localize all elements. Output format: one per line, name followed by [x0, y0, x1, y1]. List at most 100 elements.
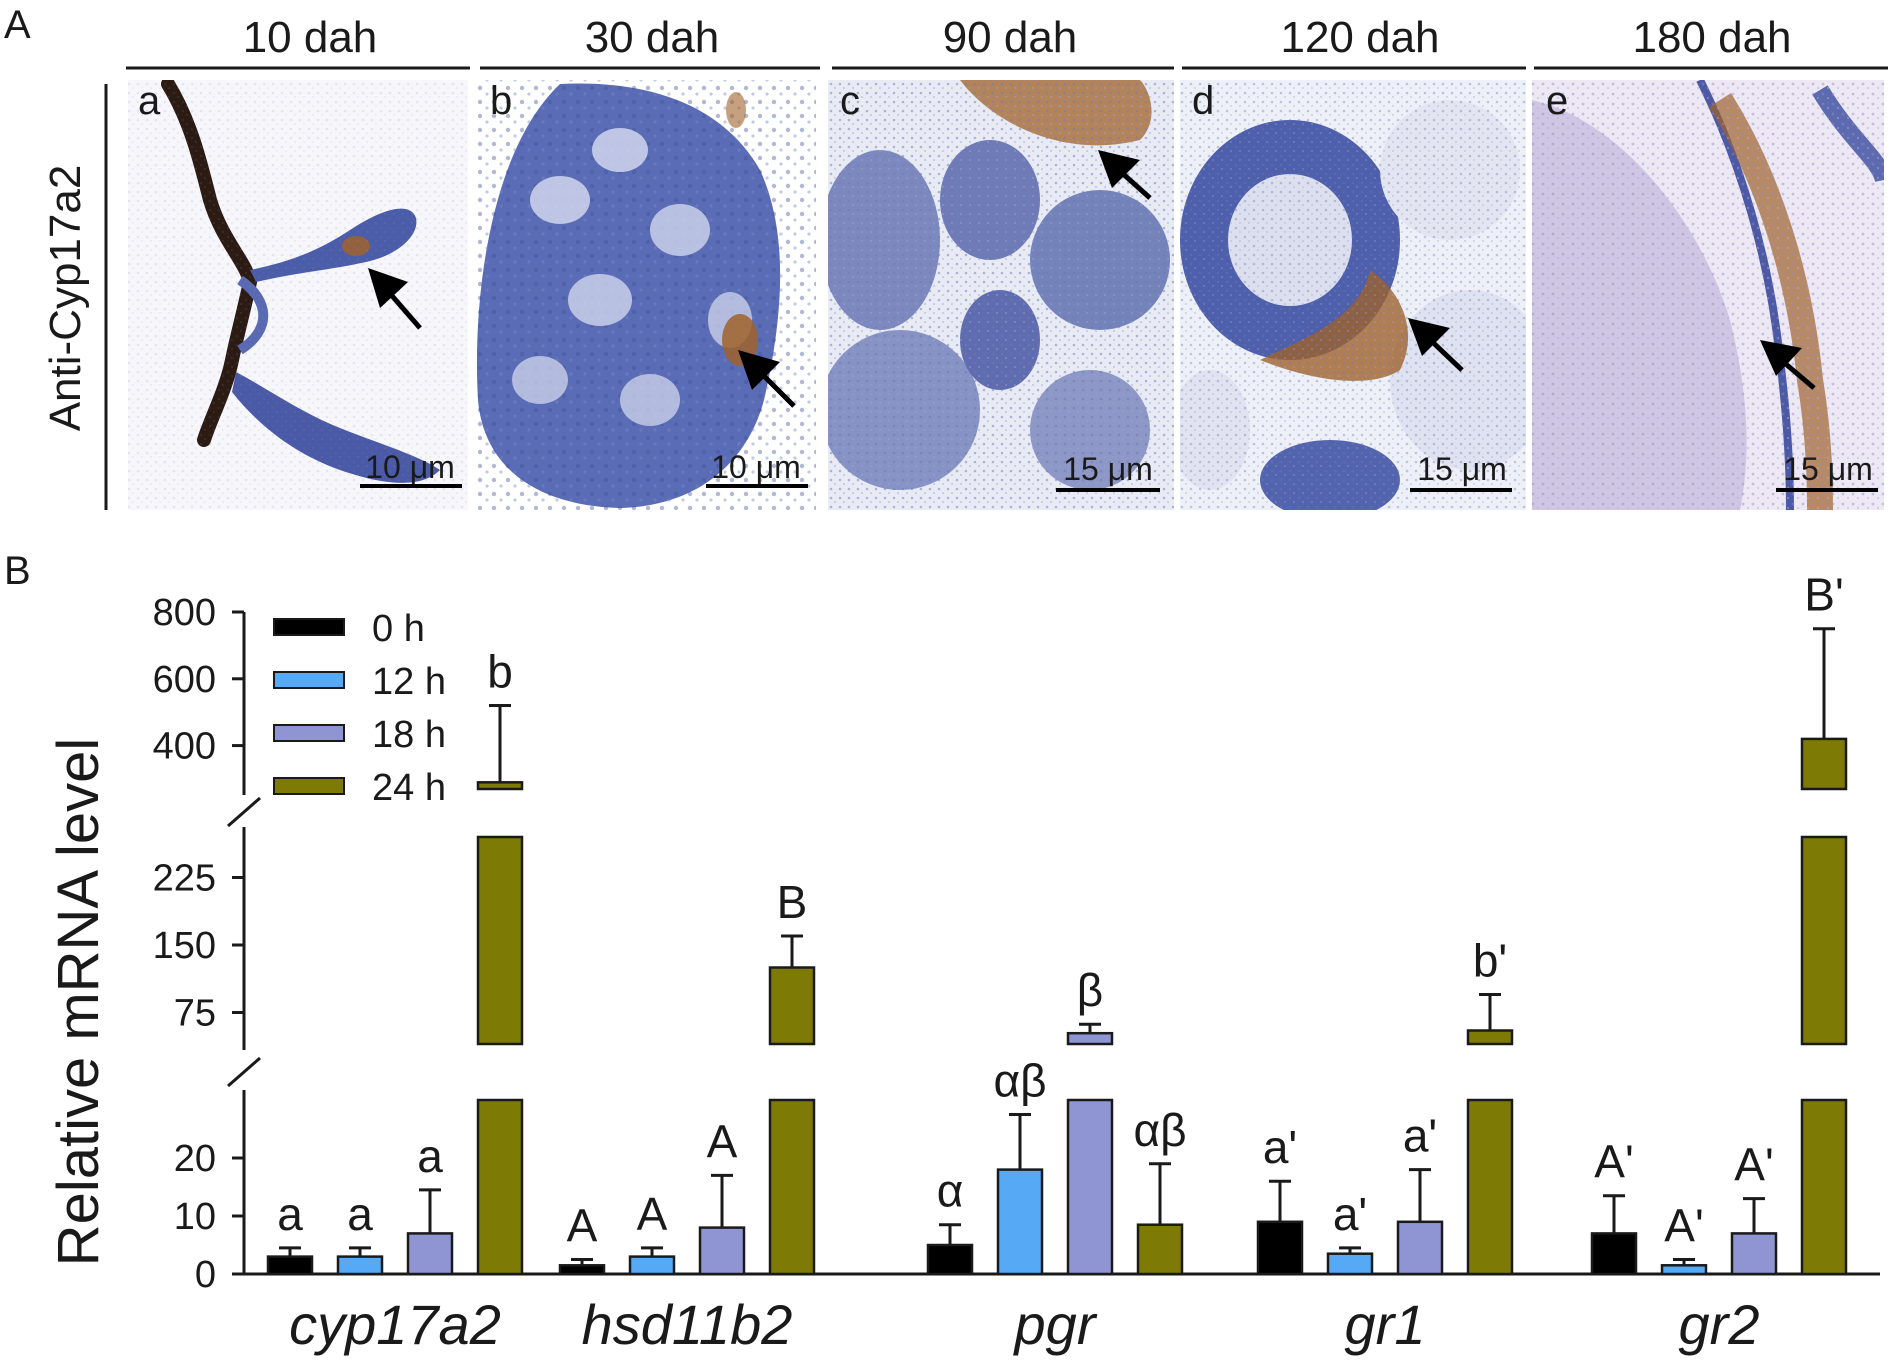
column-header: 90 dah — [943, 13, 1078, 62]
significance-letter: a' — [1263, 1121, 1297, 1173]
arrow-icon — [1408, 318, 1464, 372]
y-tick-label: 20 — [174, 1138, 216, 1180]
panel-b-label: B — [4, 549, 31, 593]
significance-letter: b — [487, 646, 513, 698]
micrograph-180dah — [1532, 80, 1884, 510]
significance-letter: α — [937, 1165, 964, 1217]
legend-swatch — [273, 724, 345, 742]
micrograph-120dah — [1180, 80, 1526, 510]
scale-bar-label: 15 μm — [1417, 451, 1507, 487]
bar — [406, 1232, 454, 1276]
bar — [1800, 737, 1848, 791]
bar — [476, 781, 524, 791]
x-category-label: hsd11b2 — [582, 1293, 793, 1356]
arrow-icon — [1760, 340, 1816, 390]
bar — [628, 1255, 676, 1276]
bar — [1466, 1029, 1514, 1046]
bar — [476, 835, 524, 1046]
column-header: 30 dah — [585, 13, 720, 62]
bar — [1066, 1098, 1114, 1276]
legend-swatch — [273, 671, 345, 689]
arrow-icon — [1098, 150, 1152, 200]
arrow-icon — [368, 268, 422, 330]
bar — [558, 1264, 606, 1276]
bar — [476, 1098, 524, 1276]
bar — [1800, 1098, 1848, 1276]
axis-break-mark — [227, 796, 261, 828]
significance-letter: A — [637, 1188, 668, 1240]
significance-letter: B — [777, 876, 808, 928]
chart-legend: 0 h 12 h 18 h 24 h — [273, 608, 446, 809]
significance-letter: A' — [1664, 1200, 1703, 1252]
y-tick-label: 75 — [174, 993, 216, 1035]
bar — [1730, 1232, 1778, 1276]
bar — [768, 966, 816, 1046]
column-header: 180 dah — [1632, 13, 1791, 62]
bar — [1256, 1220, 1304, 1276]
significance-letter: αβ — [1133, 1104, 1186, 1156]
panel-a-label: A — [4, 3, 31, 47]
bar — [1066, 1031, 1114, 1046]
micrograph-annotations: a b c d e 10 μm 10 μm 15 μm 15 μm 15 μm — [138, 79, 1878, 492]
scale-bar-label: 10 μm — [365, 449, 455, 485]
y-tick-label: 10 — [174, 1196, 216, 1238]
significance-letter: b' — [1473, 935, 1507, 987]
micrograph-letter: a — [138, 79, 161, 123]
bar — [926, 1243, 974, 1276]
y-tick-label: 400 — [153, 726, 216, 768]
x-category-label: cyp17a2 — [289, 1293, 501, 1356]
bar — [1326, 1252, 1374, 1276]
micrograph-letter: b — [490, 79, 512, 123]
significance-letter: A — [707, 1115, 738, 1167]
row-label: Anti-Cyp17a2 — [41, 165, 90, 432]
y-tick-label: 225 — [153, 858, 216, 900]
micrograph-letter: c — [840, 79, 860, 123]
significance-letter: A — [567, 1200, 598, 1252]
column-header: 10 dah — [243, 13, 378, 62]
scale-bar-label: 10 μm — [711, 449, 801, 485]
significance-letter: A' — [1734, 1139, 1773, 1191]
significance-letter: αβ — [993, 1055, 1046, 1107]
y-tick-label: 600 — [153, 659, 216, 701]
significance-letter: a — [347, 1188, 373, 1240]
bar — [1800, 835, 1848, 1046]
scale-bar-label: 15 μm — [1783, 451, 1873, 487]
significance-letter: a — [417, 1130, 443, 1182]
significance-letter: a' — [1403, 1110, 1437, 1162]
y-tick-label: 0 — [195, 1254, 216, 1296]
legend-label: 0 h — [372, 608, 425, 650]
micrograph-90dah — [828, 80, 1174, 510]
x-category-label: gr2 — [1679, 1293, 1760, 1356]
bar — [1590, 1232, 1638, 1276]
x-category-label: pgr — [1013, 1293, 1098, 1356]
significance-letter: a' — [1333, 1188, 1367, 1240]
micrograph-letter: d — [1192, 79, 1214, 123]
y-axis-label: Relative mRNA level — [46, 738, 111, 1267]
bar — [1466, 1098, 1514, 1276]
bar — [768, 1098, 816, 1276]
bar — [266, 1255, 314, 1276]
significance-letter: B' — [1804, 569, 1843, 621]
legend-label: 24 h — [372, 767, 446, 809]
significance-letter: β — [1077, 964, 1103, 1016]
significance-letter: A' — [1594, 1136, 1633, 1188]
legend-label: 12 h — [372, 661, 446, 703]
micrograph-30dah — [476, 80, 816, 510]
column-header: 120 dah — [1280, 13, 1439, 62]
micrograph-letter: e — [1546, 79, 1568, 123]
arrow-icon — [738, 350, 796, 408]
panel-a-headers: 10 dah 30 dah 90 dah 120 dah 180 dah — [126, 13, 1888, 70]
legend-swatch — [273, 618, 345, 636]
legend-swatch — [273, 777, 345, 795]
y-tick-label: 150 — [153, 925, 216, 967]
legend-label: 18 h — [372, 714, 446, 756]
bar — [336, 1255, 384, 1276]
axis-break-mark — [227, 1056, 261, 1088]
bar — [996, 1168, 1044, 1276]
y-tick-label: 800 — [153, 592, 216, 634]
bar — [1136, 1223, 1184, 1276]
significance-letter: a — [277, 1188, 303, 1240]
bar — [1396, 1220, 1444, 1276]
